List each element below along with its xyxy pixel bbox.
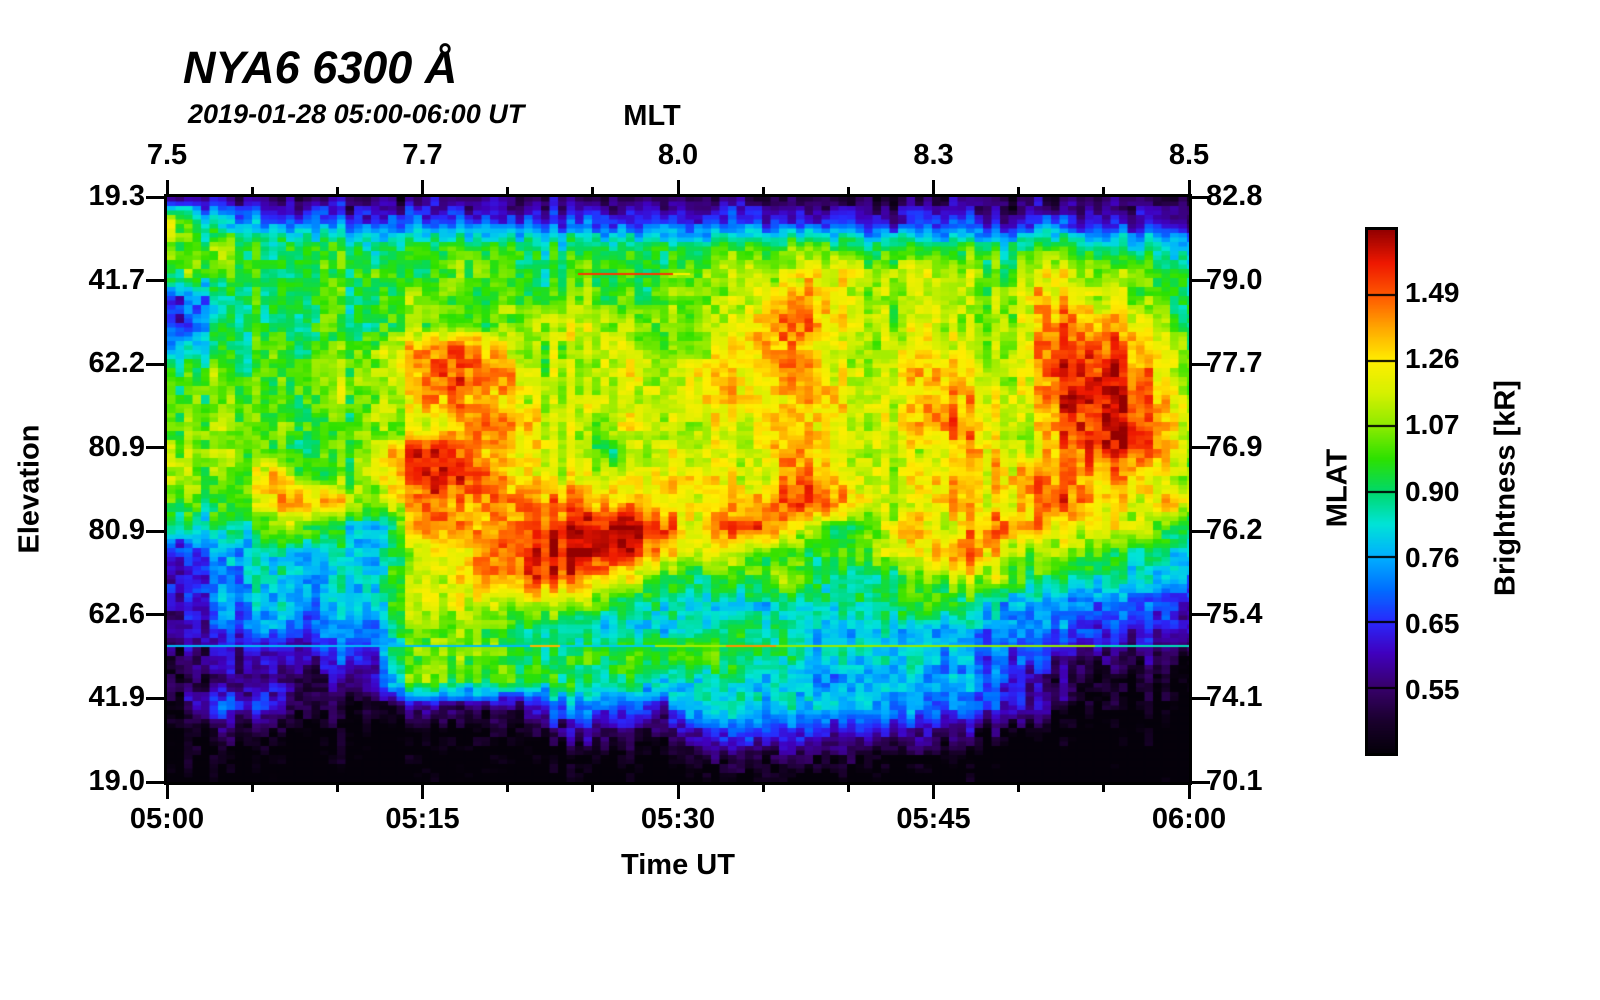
- colorbar-title: Brightness [kR]: [1489, 380, 1522, 596]
- y-tick-right: [1191, 195, 1210, 199]
- y-tick-left: [146, 279, 165, 283]
- elevation-tick-label: 80.9: [88, 514, 145, 547]
- x-major-tick-top: [421, 180, 424, 195]
- time-tick-label: 05:15: [385, 803, 460, 835]
- mlt-tick-label: 8.0: [657, 139, 699, 171]
- time-tick-label: 06:00: [1151, 803, 1227, 835]
- x-major-tick-top: [932, 180, 935, 195]
- mlat-tick-label: 76.9: [1206, 430, 1263, 463]
- mlt-tick-label: 7.7: [402, 139, 443, 171]
- x-minor-tick-bottom: [591, 784, 595, 792]
- colorbar-tick-label: 1.49: [1405, 277, 1460, 309]
- y-tick-left: [146, 613, 165, 617]
- time-tick-label: 05:45: [896, 803, 971, 835]
- mlat-tick-label: 77.7: [1206, 347, 1263, 380]
- y-tick-right: [1191, 780, 1210, 784]
- x-minor-tick-top: [250, 187, 254, 195]
- plot-subtitle: 2019-01-28 05:00-06:00 UT: [188, 99, 525, 129]
- colorbar-tick-label: 1.26: [1405, 343, 1460, 375]
- elevation-tick-label: 80.9: [88, 430, 145, 463]
- y-tick-right: [1191, 613, 1210, 617]
- plot-title: NYA6 6300 Å: [183, 42, 458, 93]
- y-tick-left: [146, 195, 165, 199]
- y-tick-left: [146, 780, 165, 784]
- x-minor-tick-bottom: [335, 784, 339, 792]
- elevation-tick-label: 19.3: [88, 180, 145, 212]
- colorbar-gradient: [1365, 227, 1398, 756]
- x-minor-tick-top: [591, 187, 595, 195]
- colorbar-tick-label: 0.65: [1405, 607, 1460, 639]
- y-tick-right: [1191, 529, 1210, 533]
- x-major-tick-top: [676, 180, 680, 195]
- mlat-tick-label: 82.8: [1206, 180, 1263, 212]
- x-minor-tick-bottom: [761, 784, 765, 792]
- colorbar-tick-label: 0.76: [1405, 541, 1460, 573]
- y-tick-right: [1191, 446, 1210, 450]
- y-tick-right: [1191, 279, 1210, 283]
- time-tick-label: 05:00: [129, 803, 205, 835]
- mlat-tick-label: 70.1: [1206, 765, 1263, 797]
- mlat-tick-label: 79.0: [1206, 263, 1263, 296]
- x-minor-tick-top: [1017, 187, 1021, 195]
- mlt-tick-label: 7.5: [146, 139, 188, 171]
- top-axis-title: MLT: [623, 100, 681, 132]
- elevation-tick-label: 19.0: [88, 765, 145, 797]
- colorbar-tick-label: 0.90: [1405, 475, 1460, 507]
- x-minor-tick-bottom: [1102, 784, 1106, 792]
- mlat-tick-label: 75.4: [1206, 597, 1263, 630]
- x-major-tick-bottom: [676, 784, 680, 799]
- time-tick-label: 05:30: [640, 803, 716, 835]
- mlt-tick-label: 8.3: [913, 139, 954, 171]
- x-major-tick-bottom: [421, 784, 424, 799]
- colorbar-tick-label: 0.55: [1405, 673, 1460, 705]
- x-minor-tick-bottom: [1017, 784, 1021, 792]
- x-major-tick-top: [1187, 180, 1191, 195]
- x-minor-tick-bottom: [250, 784, 254, 792]
- y-tick-right: [1191, 696, 1210, 700]
- x-major-tick-bottom: [1187, 784, 1191, 799]
- elevation-tick-label: 62.2: [88, 347, 145, 380]
- right-axis-title: MLAT: [1321, 448, 1354, 528]
- mlat-tick-label: 76.2: [1206, 514, 1263, 547]
- x-minor-tick-top: [506, 187, 510, 195]
- mlt-tick-label: 8.5: [1168, 139, 1210, 171]
- x-major-tick-bottom: [165, 784, 169, 799]
- x-minor-tick-top: [761, 187, 765, 195]
- keogram-heatmap: [167, 197, 1189, 782]
- x-major-tick-top: [165, 180, 169, 195]
- x-minor-tick-top: [1102, 187, 1106, 195]
- x-minor-tick-bottom: [506, 784, 510, 792]
- elevation-tick-label: 62.6: [88, 597, 145, 630]
- x-minor-tick-top: [846, 187, 850, 195]
- x-minor-tick-bottom: [846, 784, 850, 792]
- x-major-tick-bottom: [932, 784, 935, 799]
- mlat-tick-label: 74.1: [1206, 681, 1263, 714]
- y-tick-left: [146, 696, 165, 700]
- elevation-tick-label: 41.7: [88, 263, 145, 296]
- elevation-tick-label: 41.9: [88, 681, 145, 714]
- colorbar-tick-label: 1.07: [1405, 409, 1460, 441]
- y-tick-right: [1191, 362, 1210, 366]
- y-tick-left: [146, 446, 165, 450]
- y-tick-left: [146, 529, 165, 533]
- bottom-axis-title: Time UT: [621, 849, 735, 881]
- x-minor-tick-top: [335, 187, 339, 195]
- y-tick-left: [146, 362, 165, 366]
- plot-frame: [164, 194, 1192, 785]
